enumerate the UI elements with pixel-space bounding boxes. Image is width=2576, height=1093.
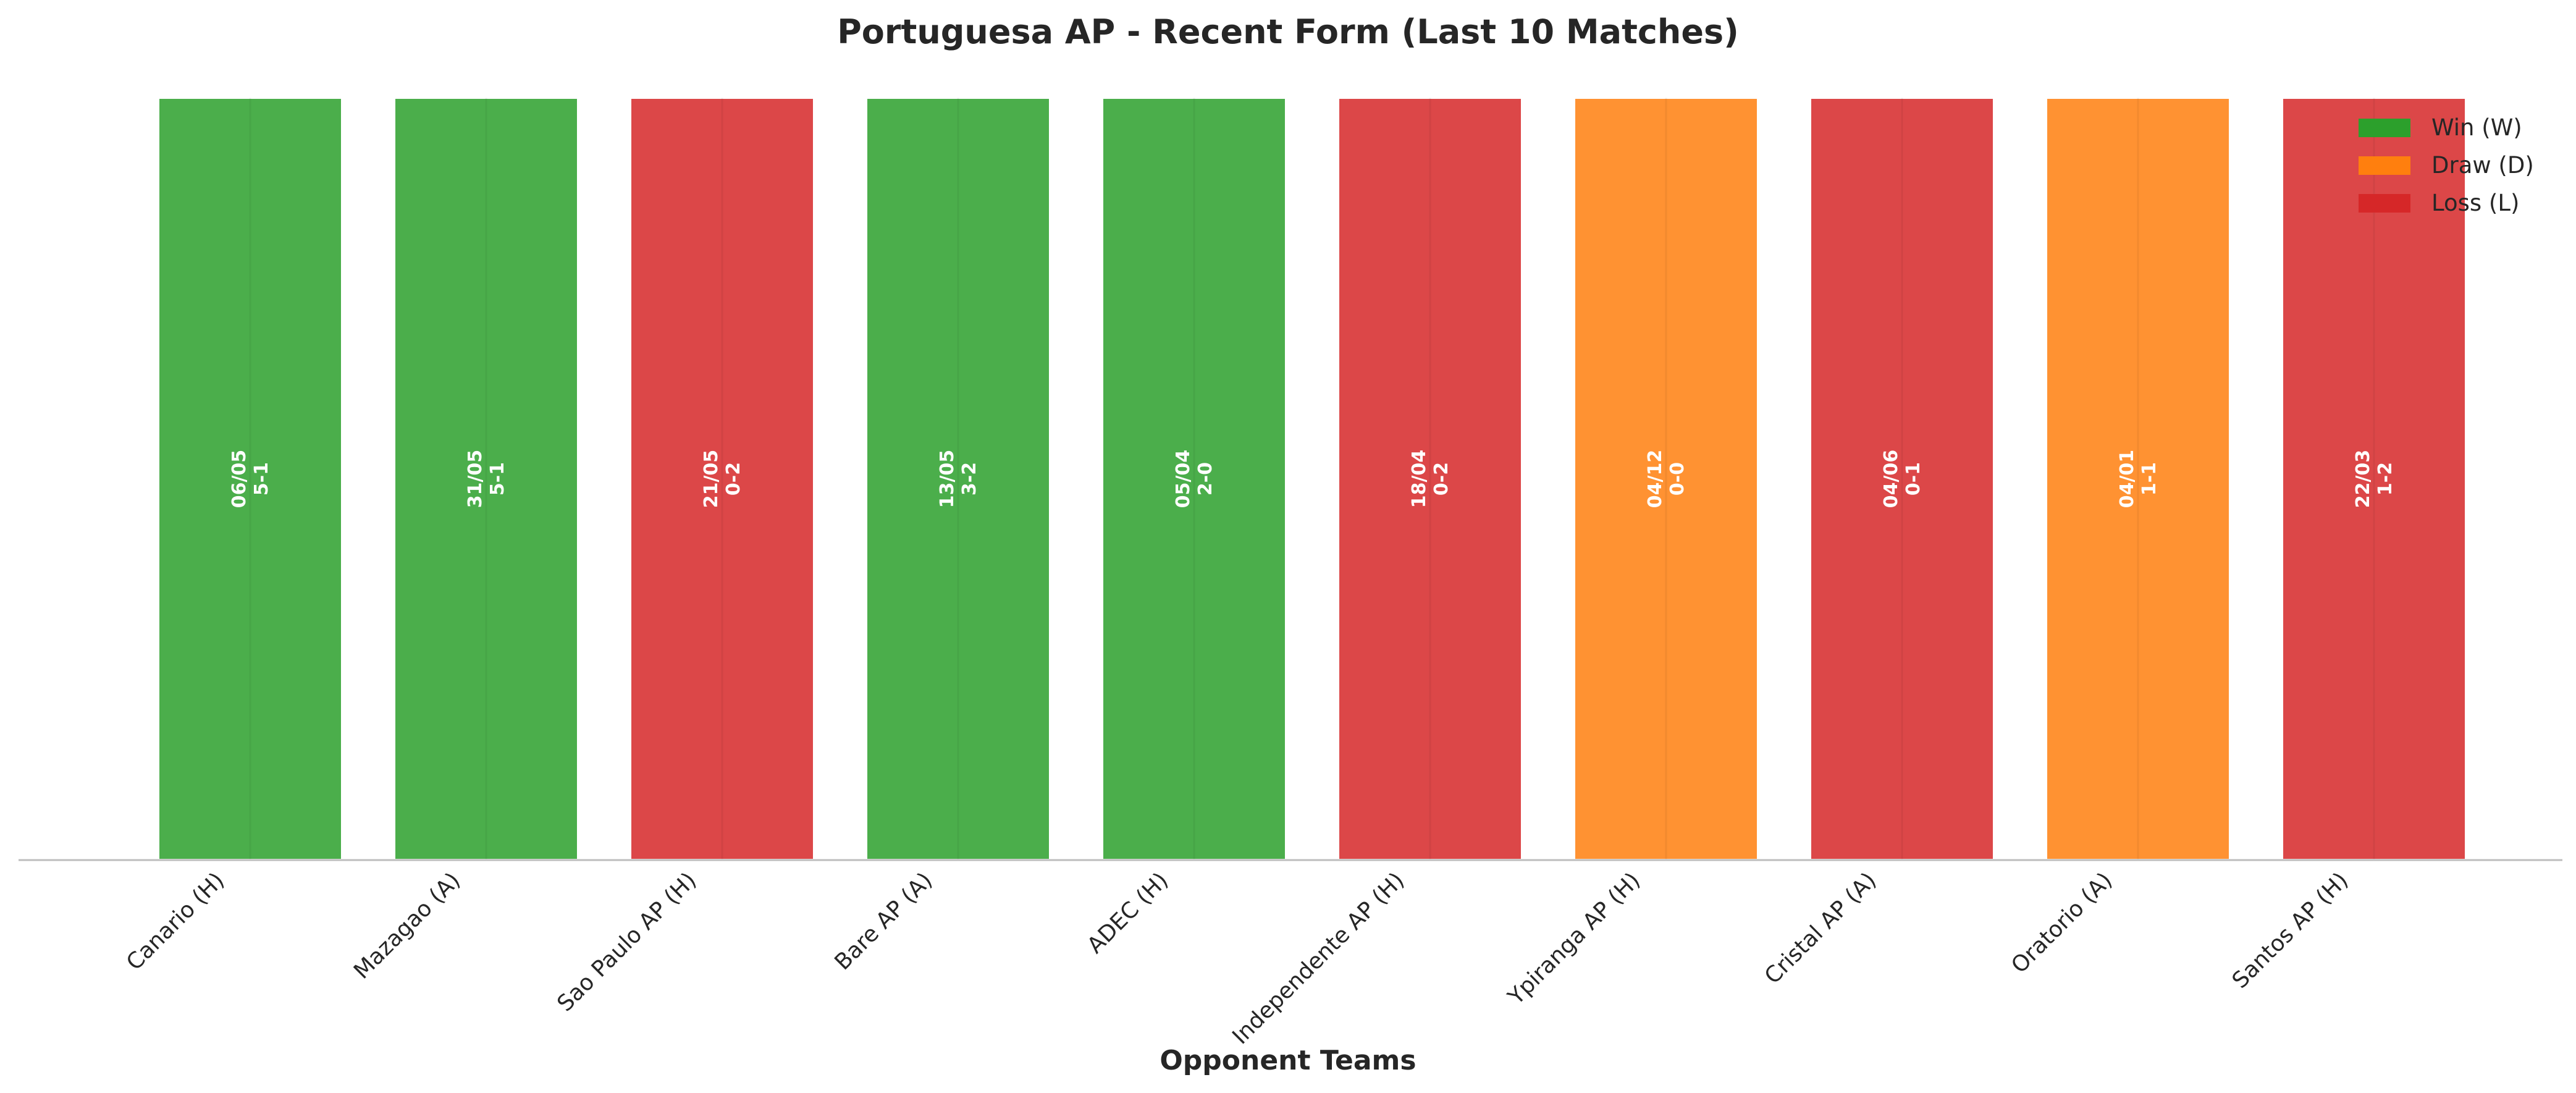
bar-score-9: 1-2 [2375,462,2396,496]
x-tick-label-9: Santos AP (H) [2228,867,2354,994]
bar-date-8: 04/01 [2116,450,2138,508]
chart-title: Portuguesa AP - Recent Form (Last 10 Mat… [837,12,1739,51]
bar-label-7: 04/060-1 [1880,450,1924,508]
x-tick-label-2: Sao Paulo AP (H) [552,867,701,1016]
x-tick-label-4: ADEC (H) [1082,867,1173,958]
bar-label-4: 05/042-0 [1172,450,1216,508]
bar-7 [1809,96,1995,861]
bar-labels-group: 06/055-1 31/055-1 21/050-2 13/053-2 05/042-0… [229,450,2396,508]
bar-score-0: 5-1 [251,462,272,496]
bar-3 [865,96,1051,861]
bar-date-6: 04/12 [1644,450,1666,508]
bar-label-1: 31/055-1 [465,450,508,508]
bar-score-3: 3-2 [959,462,980,496]
bar-label-6: 04/120-0 [1644,450,1688,508]
bar-date-1: 31/05 [465,450,486,508]
bar-label-8: 04/011-1 [2116,450,2160,508]
bar-4 [1101,96,1287,861]
bar-date-2: 21/05 [701,450,722,508]
x-tick-label-6: Ypiranga AP (H) [1503,867,1645,1010]
x-tick-labels: Canario (H) Mazagao (A) Sao Paulo AP (H) Ba… [122,867,2353,1049]
bar-date-4: 05/04 [1172,450,1194,508]
bar-1 [393,96,579,861]
bar-date-7: 04/06 [1880,450,1902,508]
bar-date-3: 13/05 [937,450,958,508]
bar-label-5: 18/040-2 [1408,450,1452,508]
bar-score-6: 0-0 [1667,462,1688,496]
bar-label-9: 22/031-2 [2352,450,2396,508]
x-tick-label-0: Canario (H) [122,867,229,975]
bar-2 [629,96,815,861]
bar-score-8: 1-1 [2139,462,2160,496]
legend-label-l: Loss (L) [2431,190,2519,216]
legend-label-w: Win (W) [2431,114,2522,141]
bar-score-2: 0-2 [723,462,744,496]
bar-date-9: 22/03 [2352,450,2374,508]
legend-swatch-d [2359,156,2410,175]
bar-score-7: 0-1 [1903,462,1924,496]
bar-label-3: 13/053-2 [937,450,980,508]
x-tick-label-7: Cristal AP (A) [1760,867,1881,989]
bar-6 [1573,96,1759,861]
legend-swatch-w [2359,119,2410,137]
bar-score-1: 5-1 [487,462,508,496]
bar-score-5: 0-2 [1431,462,1452,496]
bar-label-0: 06/055-1 [229,450,272,508]
bar-date-0: 06/05 [229,450,250,508]
x-tick-label-1: Mazagao (A) [349,867,465,984]
bars-group [157,96,2467,861]
bar-date-5: 18/04 [1408,450,1430,508]
bar-label-2: 21/050-2 [701,450,744,508]
x-tick-label-8: Oratorio (A) [2006,867,2117,978]
x-tick-label-5: Independente AP (H) [1227,867,1409,1049]
bar-score-4: 2-0 [1195,462,1216,496]
legend: Win (W) Draw (D) Loss (L) [2359,114,2534,216]
legend-swatch-l [2359,194,2410,213]
x-axis-label: Opponent Teams [1160,1045,1416,1076]
x-tick-label-3: Bare AP (A) [830,867,938,975]
bar-9 [2281,96,2467,861]
bar-5 [1337,96,1523,861]
bar-0 [157,96,343,861]
legend-label-d: Draw (D) [2431,152,2534,179]
